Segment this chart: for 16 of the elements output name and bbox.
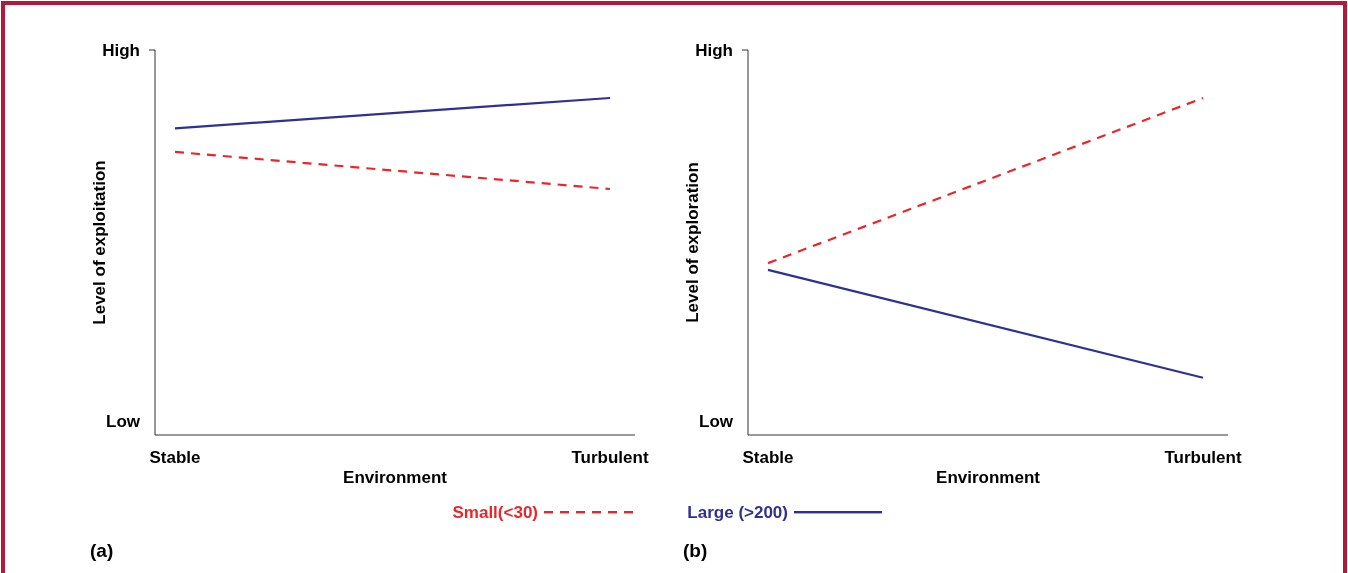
y-axis-title: Level of exploration — [683, 162, 702, 323]
text: High — [695, 41, 733, 60]
x-tick-label: Stable — [742, 448, 794, 467]
x-axis-title: Environment — [343, 468, 448, 487]
x-tick-label: Stable — [149, 448, 201, 467]
annotation: Low — [699, 412, 734, 431]
text: (a) — [90, 540, 114, 561]
text: (b) — [683, 540, 708, 561]
text: Large (>200) — [687, 503, 788, 522]
annotation: Low — [106, 412, 141, 431]
x-axis-title: Environment — [936, 468, 1041, 487]
x-tick-label: Turbulent — [571, 448, 649, 467]
y-axis-title: Level of exploitation — [90, 160, 109, 325]
legend-label: Small(<30) — [452, 503, 538, 522]
text: High — [102, 41, 140, 60]
x-tick-label: Turbulent — [1164, 448, 1242, 467]
